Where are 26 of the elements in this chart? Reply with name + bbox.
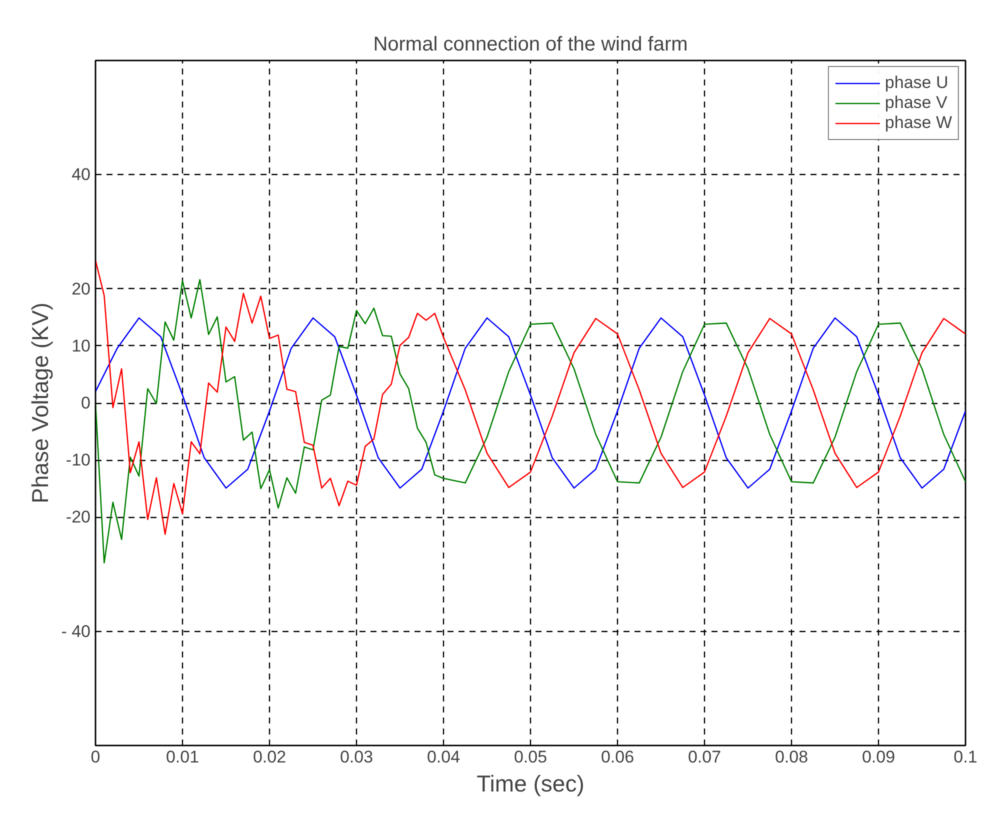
line-series — [96, 317, 966, 489]
y-tick-label: 0 — [81, 394, 91, 412]
x-tick-label: 0.04 — [426, 748, 460, 766]
chart-title: Normal connection of the wind farm — [373, 34, 688, 56]
x-tick-label: 0.01 — [166, 748, 200, 766]
line-series — [96, 260, 966, 535]
x-tick-label: 0.06 — [600, 748, 634, 766]
x-tick-label: 0.05 — [514, 748, 548, 766]
legend-label: phase U — [884, 73, 948, 93]
x-tick-label: 0.02 — [252, 748, 286, 766]
x-tick-label: 0.08 — [774, 748, 808, 766]
y-tick-label: - 40 — [61, 622, 91, 641]
legend-label: phase W — [884, 113, 952, 133]
x-tick-label: 0.09 — [862, 748, 896, 766]
legend-label: phase V — [884, 93, 948, 113]
x-tick-label: 0.1 — [954, 748, 978, 766]
x-tick-label: 0.07 — [688, 748, 722, 766]
y-tick-label: 20 — [72, 279, 91, 298]
x-axis-title: Time (sec) — [476, 770, 584, 796]
line-series — [96, 279, 966, 564]
y-axis-title: Phase Voltage (KV) — [27, 302, 54, 504]
y-tick-label: -10 — [66, 450, 91, 470]
y-tick-label: 40 — [72, 165, 91, 184]
y-tick-label: 10 — [72, 336, 91, 356]
y-tick-label: -20 — [66, 508, 91, 527]
x-tick-label: 0.03 — [340, 748, 374, 766]
